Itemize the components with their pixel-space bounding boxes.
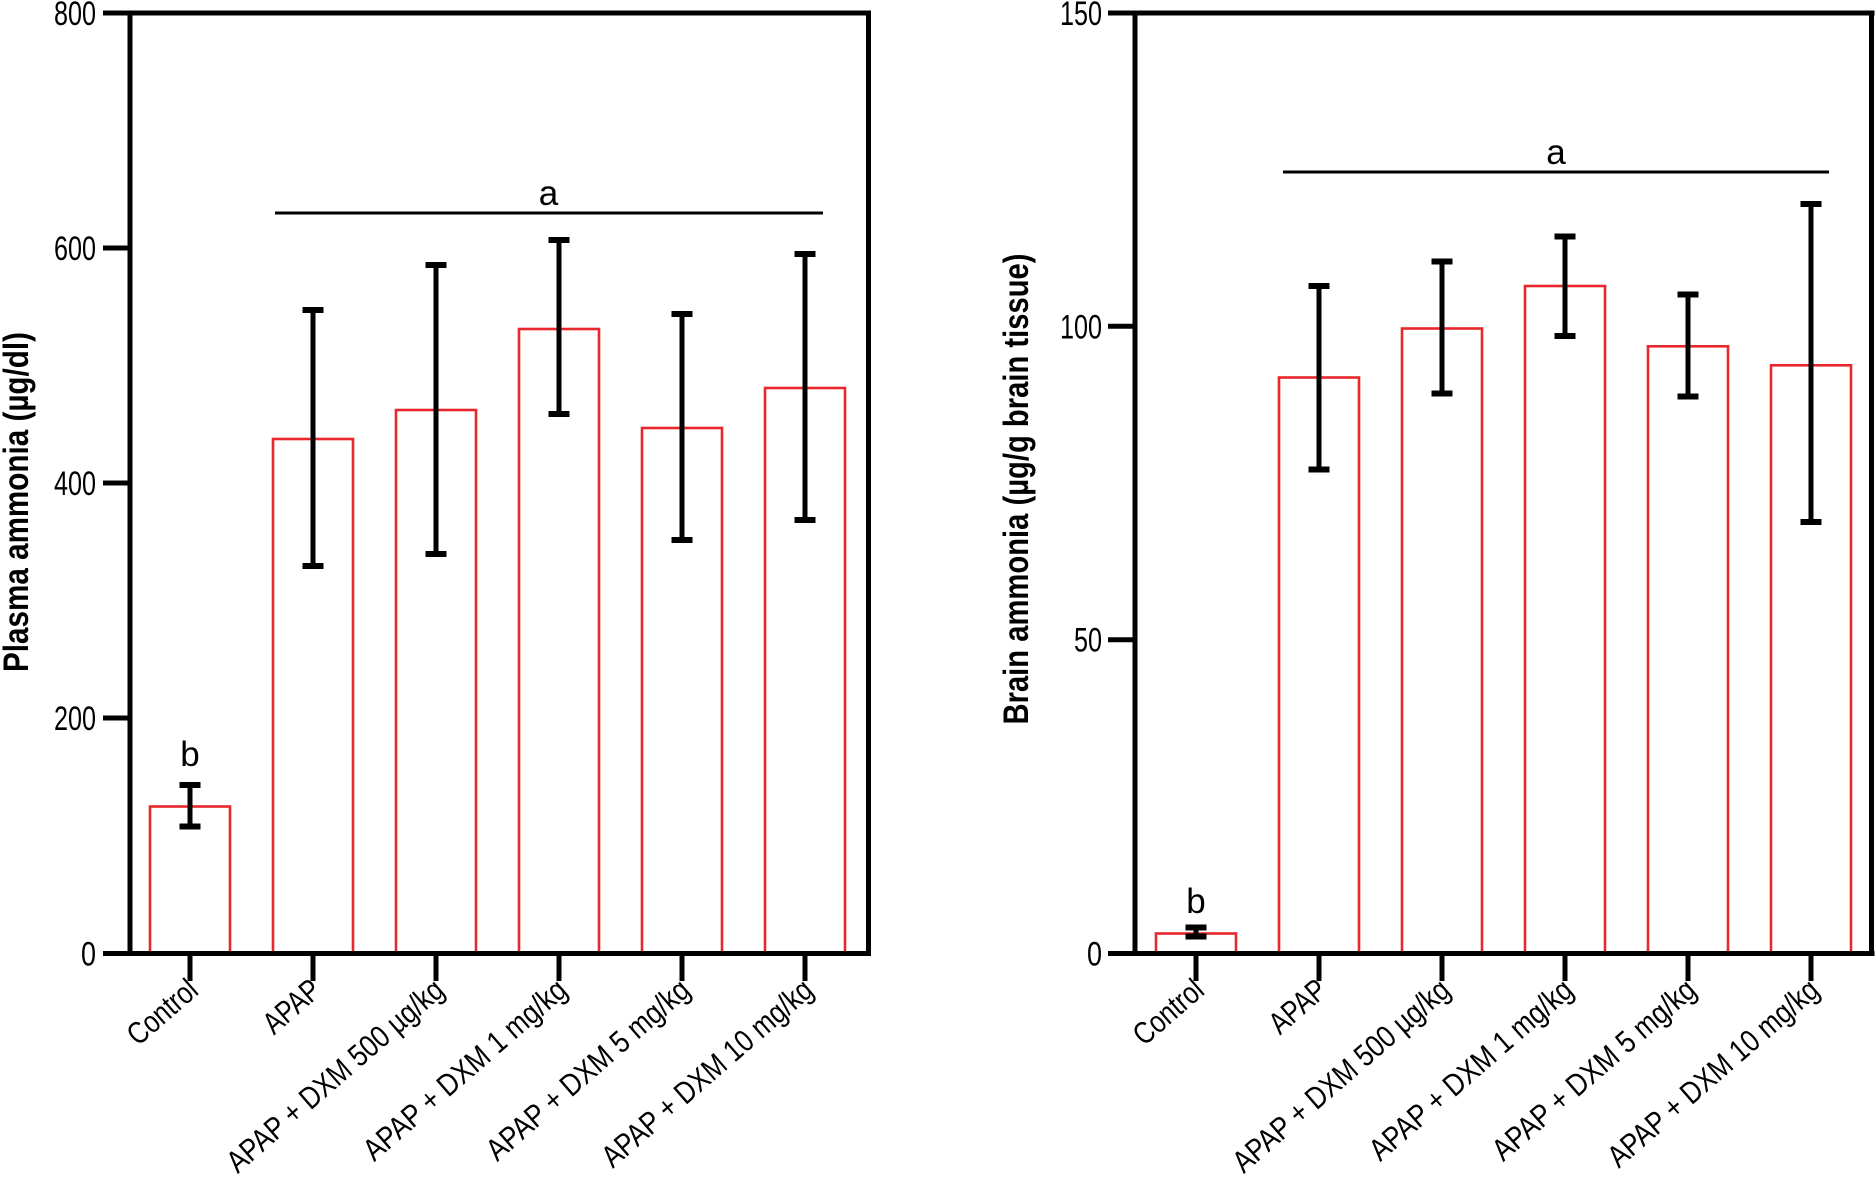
svg-text:Plasma ammonia (µg/dl): Plasma ammonia (µg/dl) xyxy=(0,332,36,672)
svg-text:400: 400 xyxy=(54,465,96,503)
svg-text:a: a xyxy=(1546,133,1566,172)
svg-text:a: a xyxy=(539,174,559,213)
svg-text:b: b xyxy=(1186,882,1205,921)
svg-text:b: b xyxy=(180,735,199,774)
svg-text:0: 0 xyxy=(81,936,96,974)
svg-text:Brain ammonia (µg/g brain tiss: Brain ammonia (µg/g brain tissue) xyxy=(997,254,1036,725)
svg-text:200: 200 xyxy=(54,700,96,738)
svg-text:100: 100 xyxy=(1060,308,1102,346)
svg-text:0: 0 xyxy=(1087,936,1102,974)
svg-text:600: 600 xyxy=(54,230,96,268)
svg-text:150: 150 xyxy=(1060,0,1102,33)
svg-text:800: 800 xyxy=(54,0,96,33)
svg-text:50: 50 xyxy=(1074,622,1102,660)
